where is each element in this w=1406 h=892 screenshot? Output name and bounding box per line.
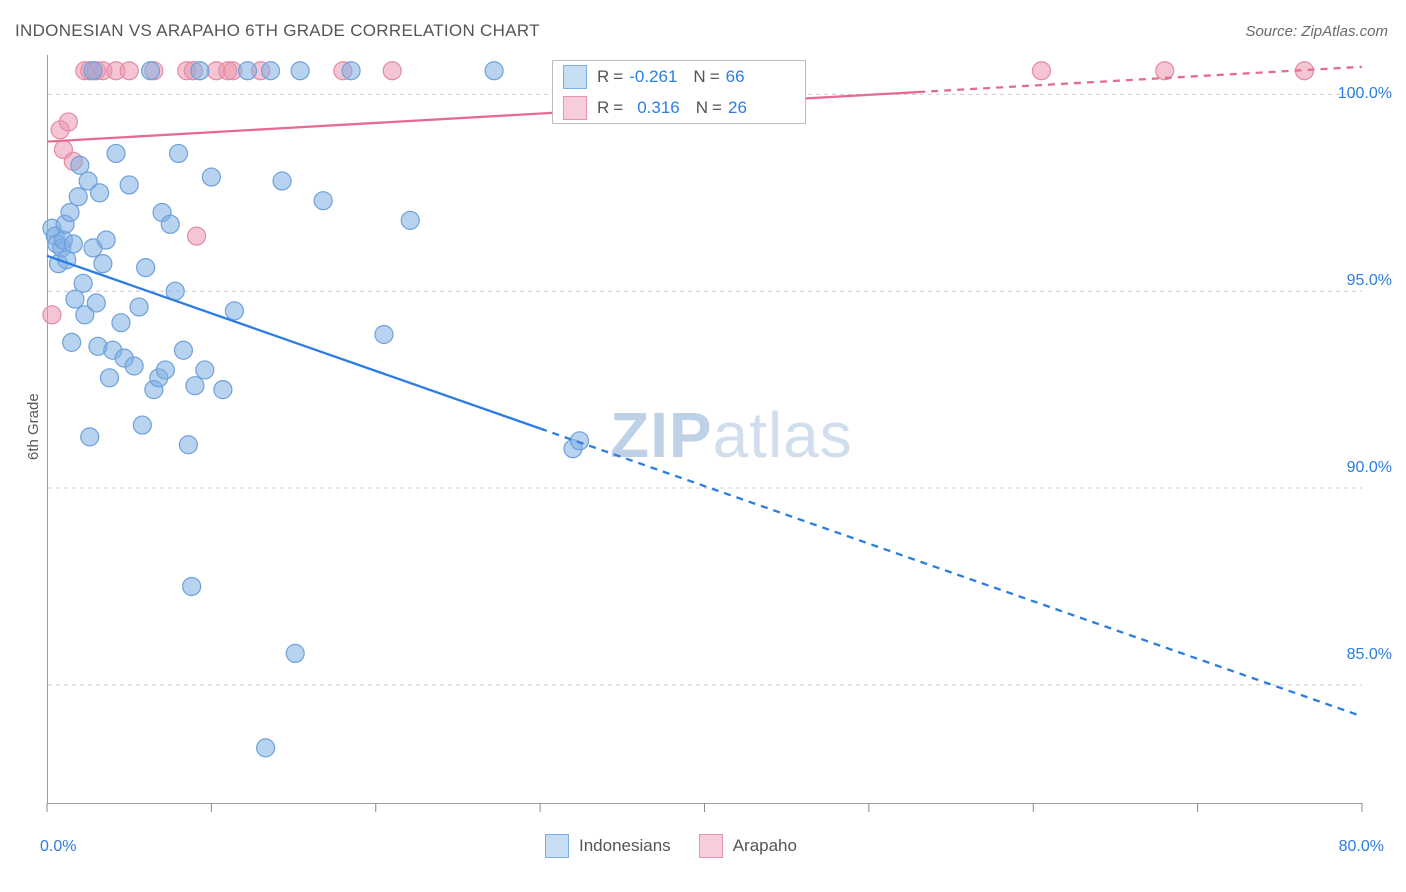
stats-r-value-1: -0.261	[629, 67, 677, 87]
stats-r-value-2: 0.316	[637, 98, 680, 118]
y-tick-85: 85.0%	[1347, 646, 1392, 664]
stats-r-label-1: R	[597, 67, 609, 87]
y-tick-95: 95.0%	[1347, 272, 1392, 290]
stats-n-value-1: 66	[726, 67, 745, 87]
x-axis-min-label: 0.0%	[40, 838, 76, 856]
watermark-zip: ZIP	[610, 399, 713, 471]
stats-r-label-2: R	[597, 98, 609, 118]
y-tick-90: 90.0%	[1347, 459, 1392, 477]
legend-label-1: Indonesians	[579, 836, 671, 856]
stats-n-value-2: 26	[728, 98, 747, 118]
stats-row-1: R = -0.261 N = 66	[553, 61, 805, 92]
stats-row-2: R = 0.316 N = 26	[553, 92, 805, 123]
legend-label-2: Arapaho	[733, 836, 797, 856]
legend-swatch-2	[699, 834, 723, 858]
stats-n-label-1: N	[693, 67, 705, 87]
stats-swatch-2	[563, 96, 587, 120]
x-axis-max-label: 80.0%	[1339, 838, 1384, 856]
legend-swatch-1	[545, 834, 569, 858]
stats-n-label-2: N	[696, 98, 708, 118]
stats-box: R = -0.261 N = 66 R = 0.316 N = 26	[552, 60, 806, 124]
legend: Indonesians Arapaho	[545, 834, 797, 858]
stats-swatch-1	[563, 65, 587, 89]
watermark-atlas: atlas	[713, 399, 853, 471]
watermark: ZIPatlas	[610, 398, 853, 472]
y-tick-100: 100.0%	[1338, 85, 1392, 103]
